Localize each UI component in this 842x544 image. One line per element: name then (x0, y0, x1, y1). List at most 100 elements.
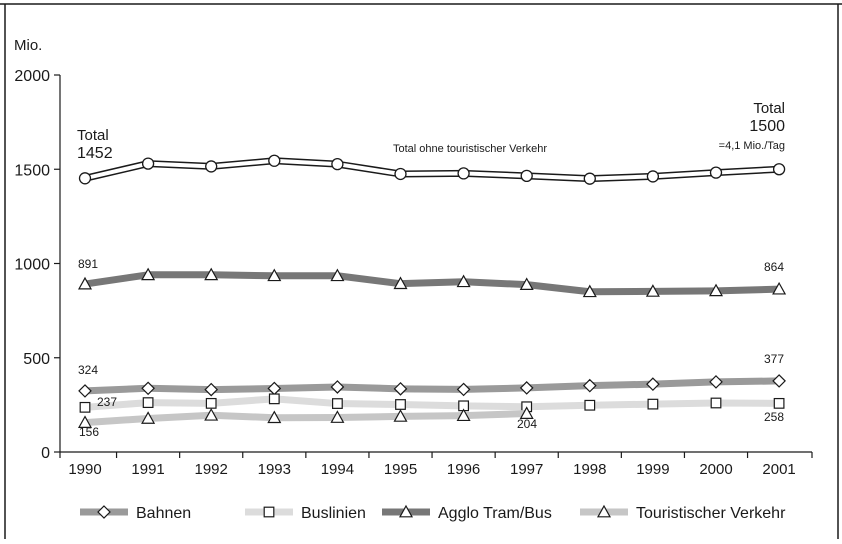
bahnen-start-label: 324 (78, 363, 98, 377)
data-point (456, 408, 471, 422)
data-point (331, 158, 344, 171)
x-tick-label: 1997 (510, 461, 543, 478)
data-point (77, 276, 93, 290)
data-point (393, 382, 408, 396)
data-point (583, 172, 596, 185)
data-point (520, 169, 533, 182)
x-tick-label: 1996 (447, 461, 480, 478)
data-point (393, 276, 408, 290)
total-start-word: Total (77, 127, 109, 144)
data-point (646, 377, 660, 391)
legend: Bahnen Buslinien Agglo Tram/Bus Touristisch… (80, 504, 786, 522)
tour-end-label: 204 (517, 417, 537, 431)
y-tick-label: 1500 (14, 162, 50, 179)
data-point (708, 283, 724, 297)
data-point (79, 401, 91, 413)
data-point (456, 382, 471, 397)
series-line (84, 395, 780, 411)
y-tick-label: 500 (23, 351, 50, 368)
data-point (709, 375, 723, 389)
x-tick-label: 1998 (573, 461, 606, 478)
total-start-value: 1452 (77, 145, 113, 162)
data-point (584, 399, 596, 411)
legend-item: Touristischer Verkehr (580, 504, 786, 522)
y-axis-unit: Mio. (14, 37, 42, 54)
y-tick-label: 1000 (14, 257, 50, 274)
y-tick-label: 0 (41, 445, 50, 462)
bahnen-end-label: 377 (764, 352, 784, 366)
series-total (78, 154, 786, 185)
data-point (141, 381, 155, 396)
total-end-value: 1500 (749, 118, 785, 135)
data-point (267, 410, 282, 424)
data-point (330, 410, 345, 423)
data-point (772, 374, 786, 388)
data-point (519, 381, 534, 395)
legend-item: Bahnen (80, 505, 191, 522)
data-point (332, 398, 343, 409)
series-buslinien (79, 393, 785, 413)
data-point (141, 157, 155, 170)
y-axis-ticks: 0 500 1000 1500 2000 (14, 68, 60, 462)
data-point (268, 393, 280, 405)
data-point (268, 154, 281, 167)
data-point (582, 284, 597, 298)
series-layer (77, 154, 787, 428)
series-line (84, 410, 527, 427)
legend-item: Agglo Tram/Bus (382, 504, 552, 522)
data-point (710, 397, 722, 409)
x-tick-label: 1993 (258, 461, 291, 478)
x-tick-label: 1999 (636, 461, 669, 478)
data-point (519, 406, 534, 419)
y-tick-label: 2000 (14, 68, 50, 85)
legend-label: Touristischer Verkehr (636, 505, 786, 522)
data-point (77, 415, 93, 428)
data-point (456, 274, 471, 288)
data-point (267, 381, 282, 396)
total-end-word: Total (753, 100, 785, 117)
data-point (330, 380, 345, 394)
series-line (84, 158, 780, 181)
data-point (646, 170, 660, 183)
data-point (457, 167, 470, 180)
x-tick-label: 2001 (762, 461, 795, 478)
data-point (78, 384, 92, 398)
legend-marker (596, 504, 612, 518)
data-point (205, 397, 217, 409)
data-point (645, 284, 660, 297)
agglo-start-label: 891 (78, 257, 98, 271)
x-tick-label: 1991 (131, 461, 164, 478)
data-point (204, 408, 219, 421)
data-point (141, 267, 156, 281)
data-point (393, 409, 408, 422)
data-point (582, 378, 597, 393)
legend-label: Buslinien (301, 505, 366, 522)
legend-marker (263, 506, 275, 518)
series-line (84, 377, 780, 395)
tour-start-label: 156 (79, 425, 99, 439)
data-point (772, 163, 786, 176)
bus-start-label: 237 (97, 395, 117, 409)
legend-label: Bahnen (136, 505, 191, 522)
data-point (709, 166, 723, 179)
series-touristischer-verkehr (77, 406, 534, 428)
legend-label: Agglo Tram/Bus (438, 505, 552, 522)
legend-marker (97, 505, 111, 519)
data-point (142, 397, 154, 409)
data-point (395, 399, 406, 410)
x-tick-label: 1990 (68, 461, 101, 478)
series-bahnen (78, 374, 786, 398)
data-point (773, 397, 785, 409)
bus-end-label: 258 (764, 410, 784, 424)
data-point (394, 167, 407, 181)
data-point (78, 172, 92, 185)
total-note: Total ohne touristischer Verkehr (393, 143, 547, 155)
x-tick-label: 1995 (384, 461, 417, 478)
legend-marker (398, 504, 414, 518)
x-axis-ticks: 1990 1991 1992 1993 1994 1995 1996 1997 1998 1999… (59, 452, 813, 478)
series-agglo-tram-bus (77, 267, 787, 298)
legend-item: Buslinien (245, 505, 366, 522)
per-day-note: =4,1 Mio./Tag (719, 140, 785, 152)
